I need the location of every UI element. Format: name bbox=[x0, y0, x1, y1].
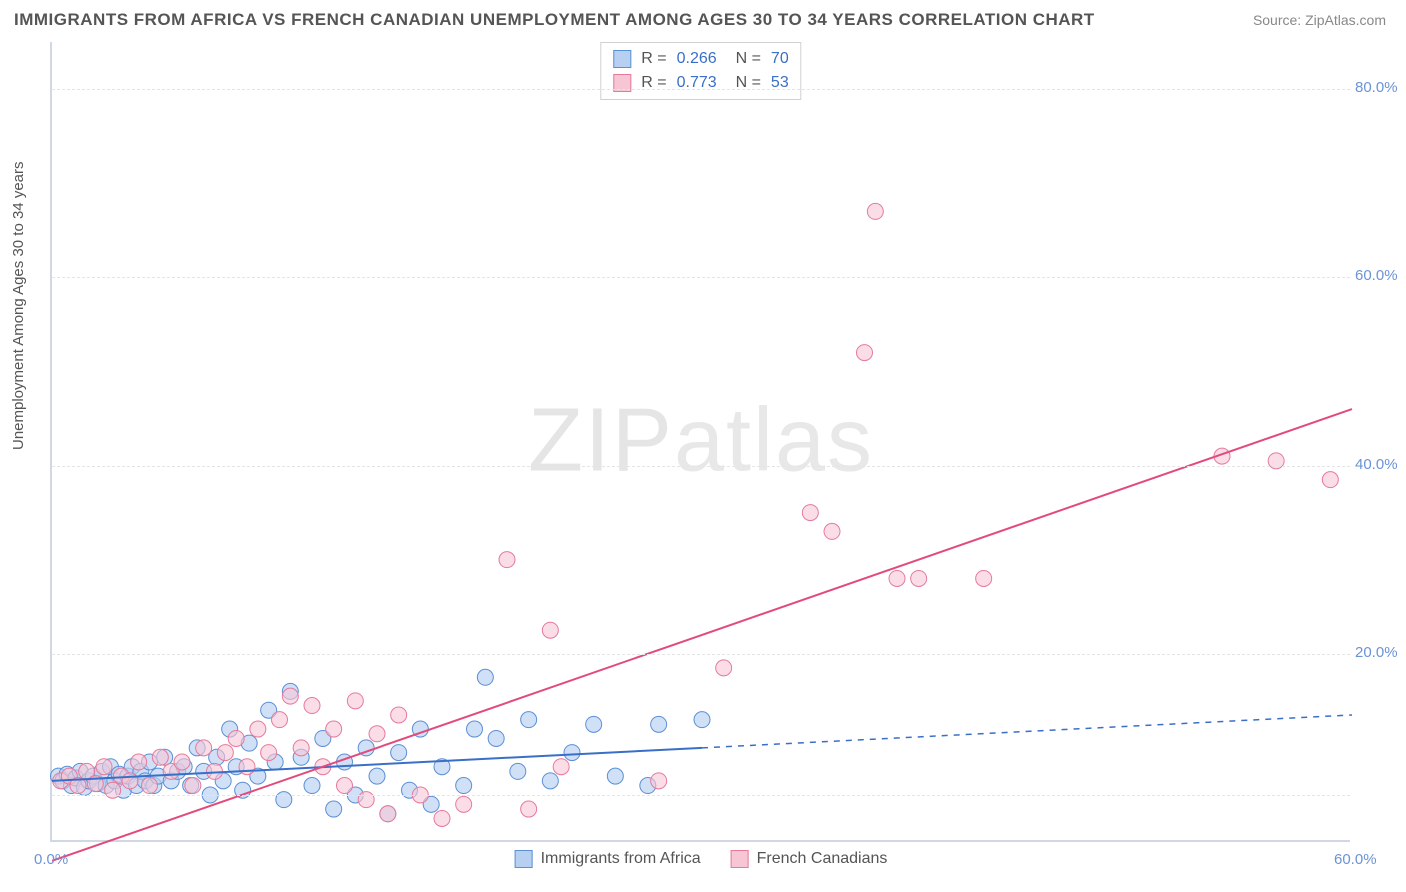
scatter-point bbox=[694, 712, 710, 728]
scatter-point bbox=[228, 730, 244, 746]
scatter-point bbox=[152, 749, 168, 765]
scatter-point bbox=[651, 716, 667, 732]
scatter-point bbox=[142, 778, 158, 794]
scatter-point bbox=[217, 745, 233, 761]
scatter-point bbox=[564, 745, 580, 761]
scatter-point bbox=[304, 698, 320, 714]
scatter-point bbox=[326, 801, 342, 817]
scatter-point bbox=[586, 716, 602, 732]
scatter-point bbox=[380, 806, 396, 822]
scatter-point bbox=[1322, 472, 1338, 488]
scatter-point bbox=[369, 768, 385, 784]
scatter-point bbox=[456, 796, 472, 812]
scatter-point bbox=[521, 801, 537, 817]
bottom-legend: Immigrants from Africa French Canadians bbox=[515, 850, 888, 868]
scatter-point bbox=[239, 759, 255, 775]
scatter-point bbox=[802, 505, 818, 521]
scatter-point bbox=[477, 669, 493, 685]
scatter-point bbox=[867, 203, 883, 219]
scatter-point bbox=[889, 570, 905, 586]
scatter-point bbox=[326, 721, 342, 737]
scatter-point bbox=[510, 763, 526, 779]
y-axis-label: Unemployment Among Ages 30 to 34 years bbox=[10, 161, 27, 450]
scatter-point bbox=[553, 759, 569, 775]
scatter-point bbox=[337, 778, 353, 794]
swatch-pink-icon bbox=[731, 850, 749, 868]
scatter-point bbox=[976, 570, 992, 586]
scatter-point bbox=[434, 810, 450, 826]
scatter-point bbox=[542, 773, 558, 789]
scatter-point bbox=[347, 693, 363, 709]
legend-label-0: Immigrants from Africa bbox=[541, 850, 701, 868]
scatter-point bbox=[122, 773, 138, 789]
scatter-point bbox=[651, 773, 667, 789]
scatter-point bbox=[716, 660, 732, 676]
y-tick-label: 40.0% bbox=[1355, 456, 1406, 473]
scatter-point bbox=[911, 570, 927, 586]
scatter-point bbox=[261, 745, 277, 761]
plot-area: ZIPatlas R = 0.266 N = 70 R = 0.773 N = … bbox=[50, 42, 1350, 842]
trend-line bbox=[52, 409, 1352, 861]
source-label: Source: ZipAtlas.com bbox=[1253, 12, 1386, 28]
scatter-point bbox=[282, 688, 298, 704]
scatter-point bbox=[369, 726, 385, 742]
scatter-point bbox=[488, 730, 504, 746]
trend-line-dashed bbox=[702, 715, 1352, 748]
scatter-point bbox=[607, 768, 623, 784]
scatter-point bbox=[456, 778, 472, 794]
scatter-point bbox=[391, 707, 407, 723]
scatter-point bbox=[96, 759, 112, 775]
scatter-point bbox=[131, 754, 147, 770]
scatter-point bbox=[824, 523, 840, 539]
scatter-point bbox=[542, 622, 558, 638]
scatter-point bbox=[391, 745, 407, 761]
scatter-point bbox=[467, 721, 483, 737]
scatter-point bbox=[293, 740, 309, 756]
y-tick-label: 80.0% bbox=[1355, 79, 1406, 96]
x-tick-label: 0.0% bbox=[34, 851, 68, 868]
scatter-point bbox=[499, 552, 515, 568]
scatter-point bbox=[304, 778, 320, 794]
x-tick-label: 60.0% bbox=[1334, 851, 1377, 868]
chart-svg bbox=[52, 42, 1350, 840]
y-tick-label: 60.0% bbox=[1355, 267, 1406, 284]
swatch-blue-icon bbox=[515, 850, 533, 868]
scatter-point bbox=[196, 740, 212, 756]
legend-item-0: Immigrants from Africa bbox=[515, 850, 701, 868]
scatter-point bbox=[185, 778, 201, 794]
y-tick-label: 20.0% bbox=[1355, 644, 1406, 661]
legend-item-1: French Canadians bbox=[731, 850, 888, 868]
scatter-point bbox=[250, 721, 266, 737]
scatter-point bbox=[272, 712, 288, 728]
legend-label-1: French Canadians bbox=[757, 850, 888, 868]
scatter-point bbox=[174, 754, 190, 770]
scatter-point bbox=[521, 712, 537, 728]
scatter-point bbox=[857, 345, 873, 361]
chart-title: IMMIGRANTS FROM AFRICA VS FRENCH CANADIA… bbox=[14, 10, 1095, 30]
